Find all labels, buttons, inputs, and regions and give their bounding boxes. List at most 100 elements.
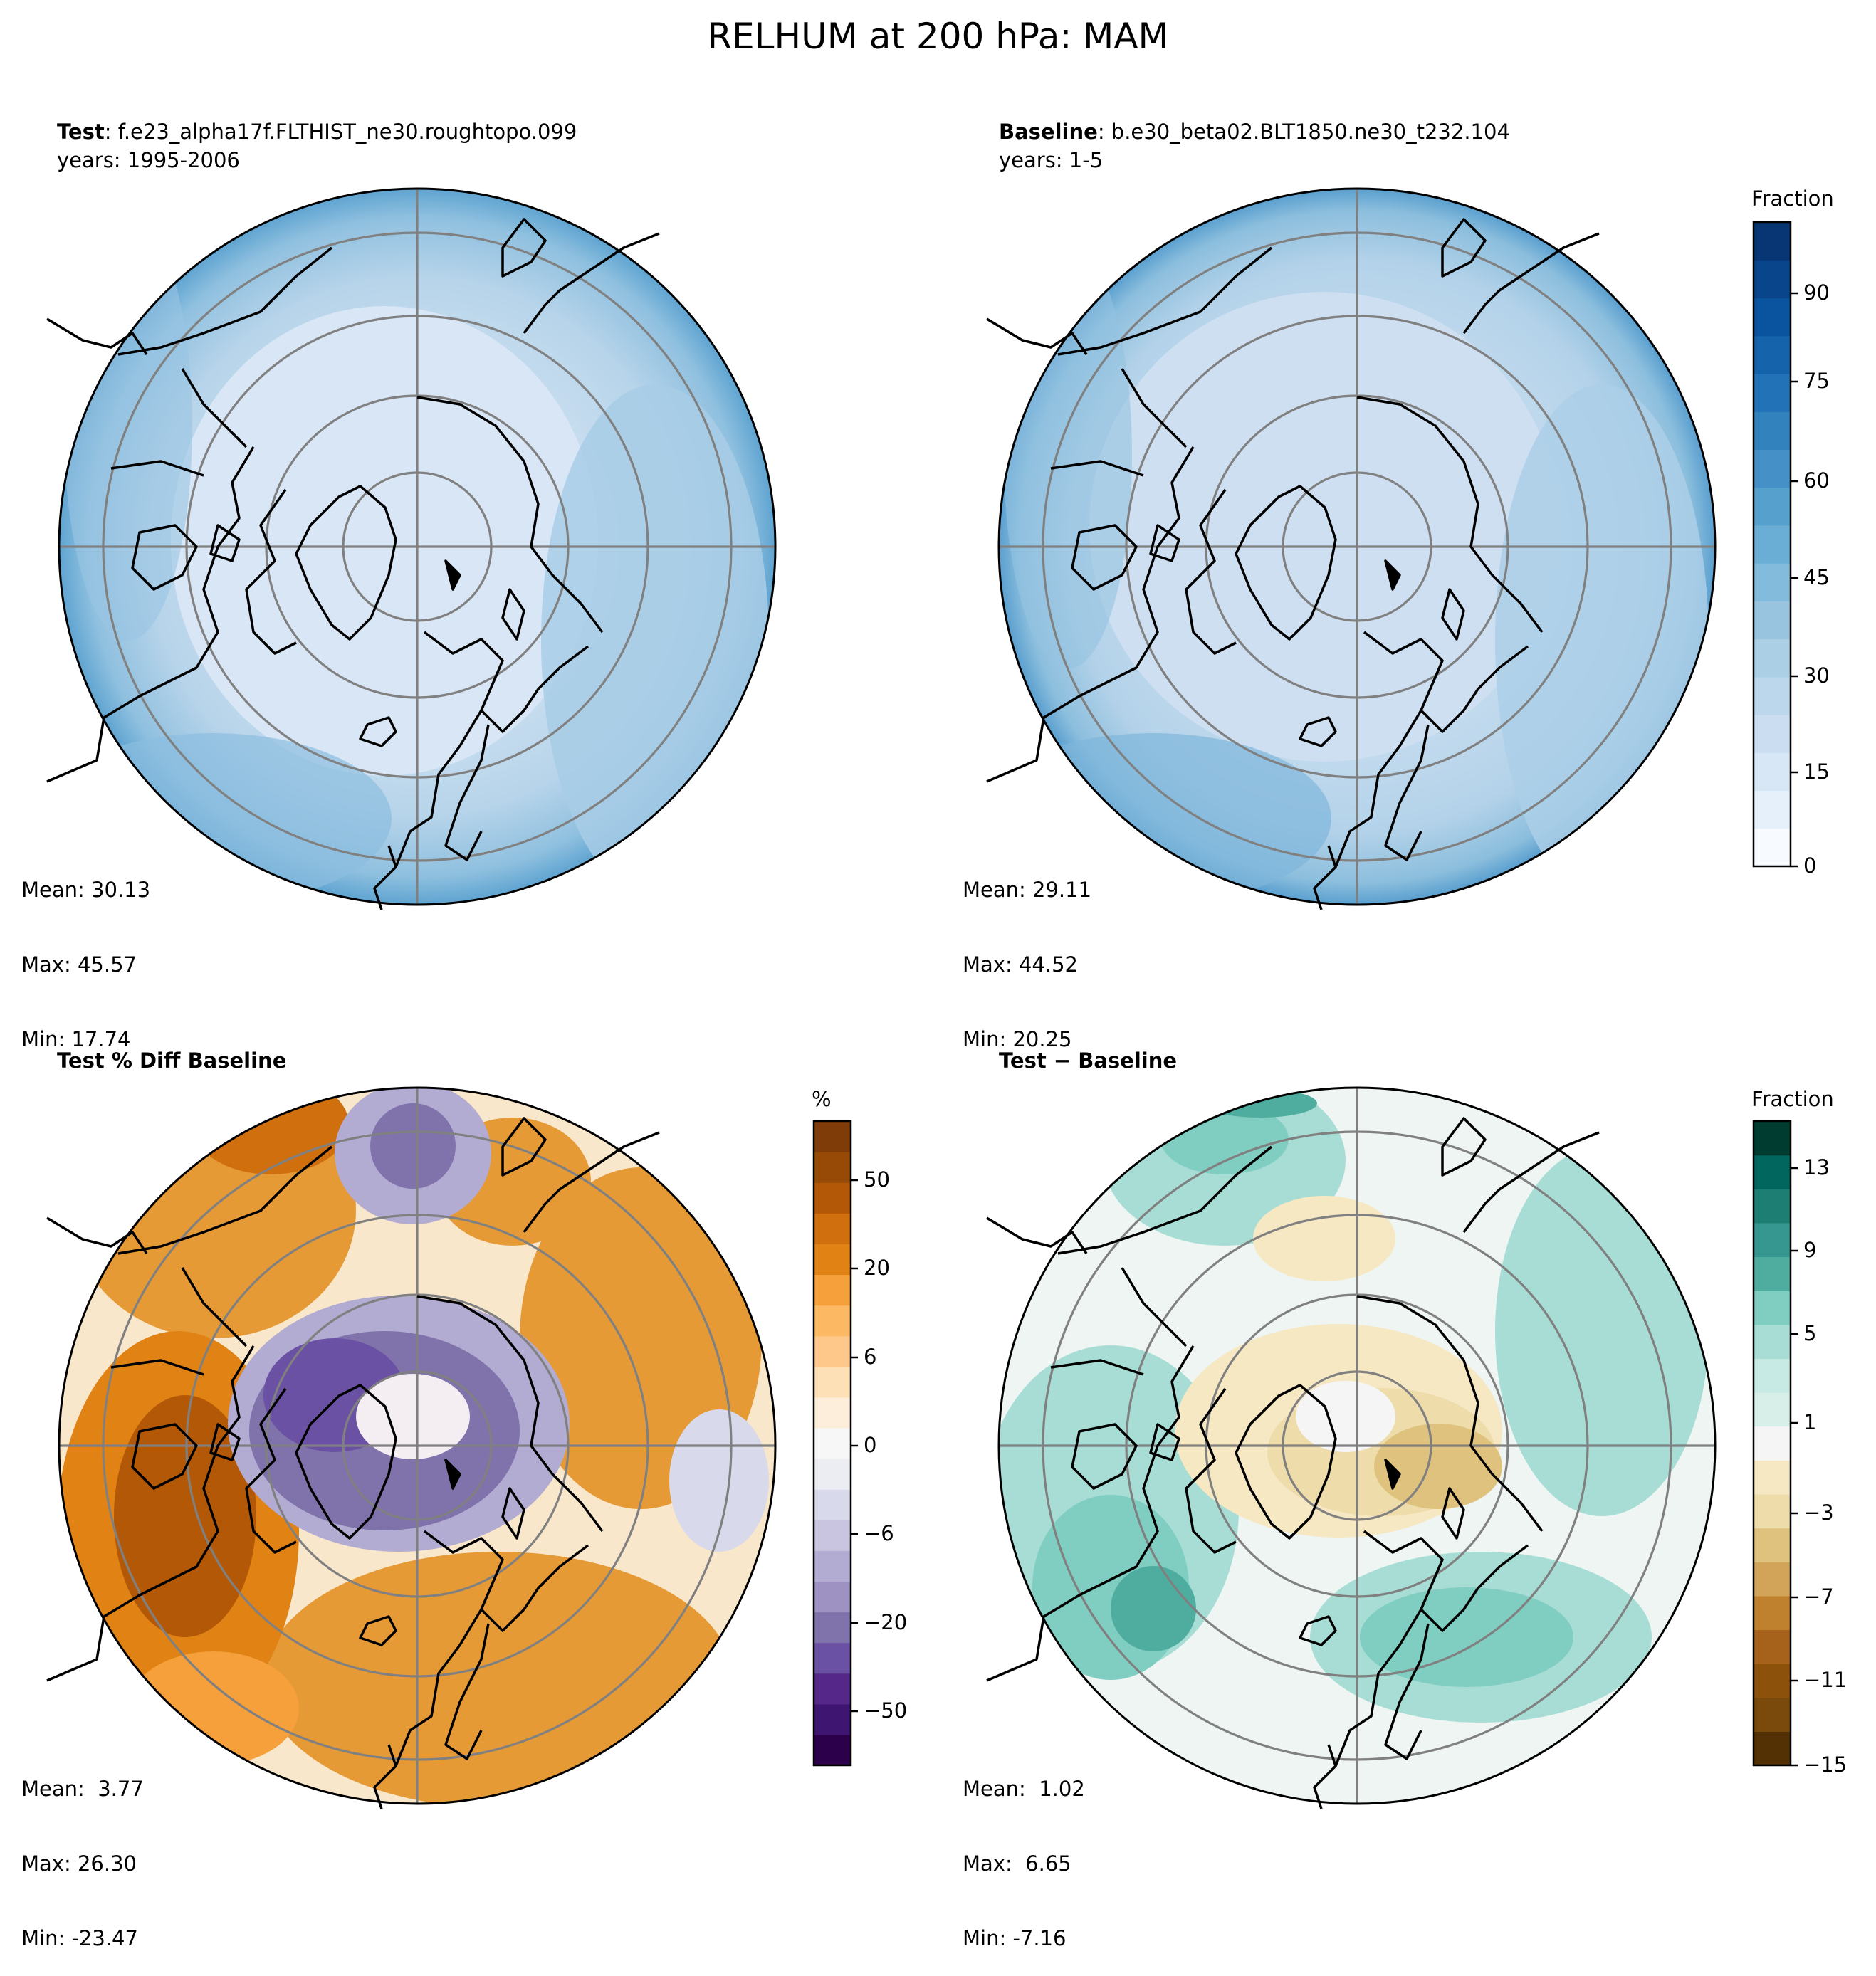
pct-diff-map xyxy=(46,1086,777,1810)
colorbar-pct-segment xyxy=(814,1612,851,1644)
colorbar-diff-label: Fraction xyxy=(1751,1087,1834,1111)
test-years: years: 1995-2006 xyxy=(57,148,240,172)
colorbar-diff-tick-label: 5 xyxy=(1803,1321,1817,1345)
colorbar-pct-segment xyxy=(814,1182,851,1214)
colorbar-main-tick-label: 75 xyxy=(1803,369,1830,393)
colorbar-pct-segment xyxy=(814,1244,851,1276)
colorbar-pct-segment xyxy=(814,1673,851,1705)
colorbar-diff-frame xyxy=(1752,1120,1792,1767)
colorbar-diff-tick-label: −15 xyxy=(1803,1752,1848,1777)
colorbar-main-segment xyxy=(1754,449,1791,488)
diff-panel-title: Test − Baseline xyxy=(999,1049,1178,1073)
colorbar-main-tick-label: 45 xyxy=(1803,565,1830,589)
colorbar-main-segment xyxy=(1754,373,1791,412)
colorbar-main-segment xyxy=(1754,790,1791,829)
colorbar-diff-segment xyxy=(1754,1493,1791,1529)
colorbar-diff-segment xyxy=(1754,1595,1791,1631)
colorbar-pct-frame xyxy=(812,1120,852,1767)
figure-title: RELHUM at 200 hPa: MAM xyxy=(707,16,1169,57)
pctdiff-max: Max: 26.30 xyxy=(21,1851,137,1876)
colorbar-pct-segment xyxy=(814,1274,851,1306)
colorbar-pct-tick-label: −20 xyxy=(864,1610,908,1634)
colorbar-diff-tick-label: 1 xyxy=(1803,1410,1817,1434)
colorbar-main-segment xyxy=(1754,828,1791,867)
colorbar-pct-segment xyxy=(814,1489,851,1520)
colorbar-pct-segment xyxy=(814,1335,851,1367)
colorbar-diff-segment xyxy=(1754,1324,1791,1360)
colorbar-diff-tick-label: −7 xyxy=(1803,1585,1834,1609)
colorbar-diff-segment xyxy=(1754,1664,1791,1698)
colorbar-main-label: Fraction xyxy=(1751,186,1834,211)
pctdiff-min: Min: -23.47 xyxy=(21,1926,138,1950)
colorbar-pct-segment xyxy=(814,1213,851,1244)
pctdiff-stats: Mean: 3.77 Max: 26.30 Min: -23.47 xyxy=(21,1727,144,1976)
colorbar-diff-tick-label: 13 xyxy=(1803,1155,1830,1179)
test-min: Min: 17.74 xyxy=(21,1027,131,1051)
colorbar-pct-segment xyxy=(814,1152,851,1183)
colorbar-pct-label: % xyxy=(812,1087,832,1111)
baseline-title-bold: Baseline xyxy=(999,120,1098,144)
colorbar-diff-segment xyxy=(1754,1697,1791,1732)
diff-stats: Mean: 1.02 Max: 6.65 Min: -7.16 xyxy=(963,1727,1085,1976)
colorbar-diff-tick-label: −3 xyxy=(1803,1501,1834,1525)
colorbar-pct-tick-label: 0 xyxy=(864,1433,877,1457)
colorbar-pct-segment xyxy=(814,1703,851,1735)
test-title-bold: Test xyxy=(57,120,105,144)
colorbar-pct-segment xyxy=(814,1550,851,1582)
colorbar-main xyxy=(1752,221,1798,868)
test-map xyxy=(46,187,777,911)
baseline-map xyxy=(985,187,1717,911)
colorbar-pct-tick-label: 50 xyxy=(864,1167,890,1192)
baseline-min: Min: 20.25 xyxy=(963,1027,1072,1051)
baseline-mean: Mean: 29.11 xyxy=(963,878,1092,902)
baseline-panel-title: Baseline: b.e30_beta02.BLT1850.ne30_t232… xyxy=(999,117,1510,146)
colorbar-diff-tick-label: 9 xyxy=(1803,1238,1817,1262)
colorbar-pct-segment xyxy=(814,1305,851,1337)
colorbar-diff-segment xyxy=(1754,1629,1791,1664)
colorbar-main-segment xyxy=(1754,487,1791,526)
baseline-title-rest: : b.e30_beta02.BLT1850.ne30_t232.104 xyxy=(1097,120,1510,144)
diff-map xyxy=(985,1086,1717,1810)
colorbar-pct-segment xyxy=(814,1366,851,1398)
colorbar-diff-segment xyxy=(1754,1291,1791,1325)
colorbar-main-segment xyxy=(1754,563,1791,601)
colorbar-pct-segment xyxy=(814,1459,851,1490)
colorbar-diff-segment xyxy=(1754,1358,1791,1393)
test-panel-title: Test: f.e23_alpha17f.FLTHIST_ne30.rought… xyxy=(57,117,577,146)
colorbar-main-segment xyxy=(1754,715,1791,753)
colorbar-main-segment xyxy=(1754,525,1791,564)
colorbar-pct-segment xyxy=(814,1121,851,1152)
colorbar-diff-segment xyxy=(1754,1155,1791,1189)
colorbar-pct-segment xyxy=(814,1397,851,1429)
test-mean: Mean: 30.13 xyxy=(21,878,151,902)
colorbar-pct-tick-label: −50 xyxy=(864,1698,908,1723)
colorbar-main-segment xyxy=(1754,638,1791,678)
colorbar-main-tick-label: 30 xyxy=(1803,663,1830,688)
colorbar-pct-segment xyxy=(814,1520,851,1551)
colorbar-main-segment xyxy=(1754,601,1791,640)
colorbar-main-tick-label: 0 xyxy=(1803,853,1817,878)
colorbar-main-segment xyxy=(1754,752,1791,792)
colorbar-diff-segment xyxy=(1754,1392,1791,1427)
colorbar-diff-segment xyxy=(1754,1256,1791,1291)
colorbar-pct-tick-label: 20 xyxy=(864,1256,890,1280)
baseline-max: Max: 44.52 xyxy=(963,952,1078,977)
pctdiff-mean: Mean: 3.77 xyxy=(21,1777,144,1801)
test-stats: Mean: 30.13 Max: 45.57 Min: 17.74 xyxy=(21,828,150,1077)
colorbar-diff-segment xyxy=(1754,1731,1791,1766)
colorbar-diff-segment xyxy=(1754,1222,1791,1258)
colorbar-pct-segment xyxy=(814,1581,851,1613)
colorbar-diff-segment xyxy=(1754,1460,1791,1495)
colorbar-pct-tick-label: −6 xyxy=(864,1521,894,1545)
colorbar-diff-segment xyxy=(1754,1562,1791,1597)
colorbar-pct xyxy=(812,1120,858,1767)
colorbar-diff-segment xyxy=(1754,1426,1791,1461)
colorbar-main-segment xyxy=(1754,335,1791,374)
colorbar-main-segment xyxy=(1754,411,1791,451)
colorbar-main-tick-label: 15 xyxy=(1803,760,1830,784)
diff-max: Max: 6.65 xyxy=(963,1851,1071,1876)
colorbar-pct-segment xyxy=(814,1642,851,1674)
test-max: Max: 45.57 xyxy=(21,952,137,977)
colorbar-main-frame xyxy=(1752,221,1792,868)
colorbar-diff-segment xyxy=(1754,1528,1791,1562)
